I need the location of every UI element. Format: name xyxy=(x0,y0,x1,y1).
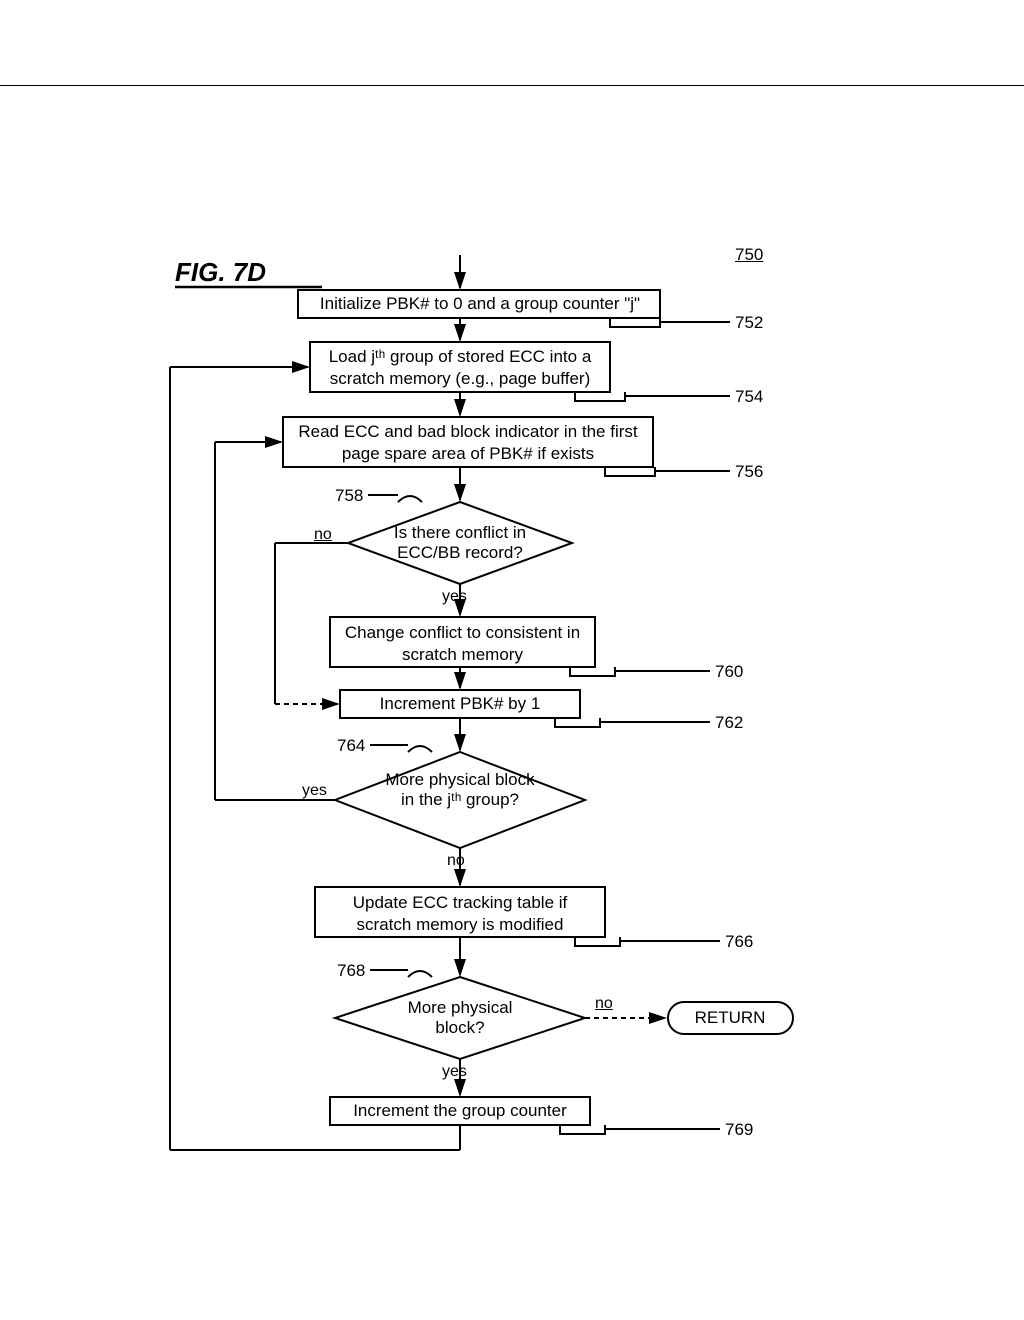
node-return: RETURN xyxy=(680,1008,780,1028)
ref-752: 752 xyxy=(735,313,763,333)
d768-no: no xyxy=(595,995,613,1013)
node-764: More physical block in the jᵗʰ group? xyxy=(380,770,540,809)
ref-756: 756 xyxy=(735,462,763,482)
ref-754: 754 xyxy=(735,387,763,407)
ref-768: 768 xyxy=(337,961,365,981)
node-760: Change conflict to consistent in scratch… xyxy=(340,622,585,666)
node-769: Increment the group counter xyxy=(340,1101,580,1121)
d768-yes: yes xyxy=(442,1063,467,1081)
d758-yes: yes xyxy=(442,588,467,606)
ref-769: 769 xyxy=(725,1120,753,1140)
ref-760: 760 xyxy=(715,662,743,682)
ref-762: 762 xyxy=(715,713,743,733)
node-762: Increment PBK# by 1 xyxy=(350,694,570,714)
node-756: Read ECC and bad block indicator in the … xyxy=(293,421,643,465)
node-752: Initialize PBK# to 0 and a group counter… xyxy=(310,294,650,314)
d764-no: no xyxy=(447,852,465,870)
ref-766: 766 xyxy=(725,932,753,952)
node-758: Is there conflict in ECC/BB record? xyxy=(378,523,542,564)
node-754: Load jᵗʰ group of stored ECC into a scra… xyxy=(320,346,600,390)
d764-yes: yes xyxy=(302,782,327,800)
ref-764: 764 xyxy=(337,736,365,756)
node-766: Update ECC tracking table if scratch mem… xyxy=(325,892,595,936)
node-768: More physical block? xyxy=(395,998,525,1039)
d758-no: no xyxy=(314,526,332,544)
ref-758: 758 xyxy=(335,486,363,506)
